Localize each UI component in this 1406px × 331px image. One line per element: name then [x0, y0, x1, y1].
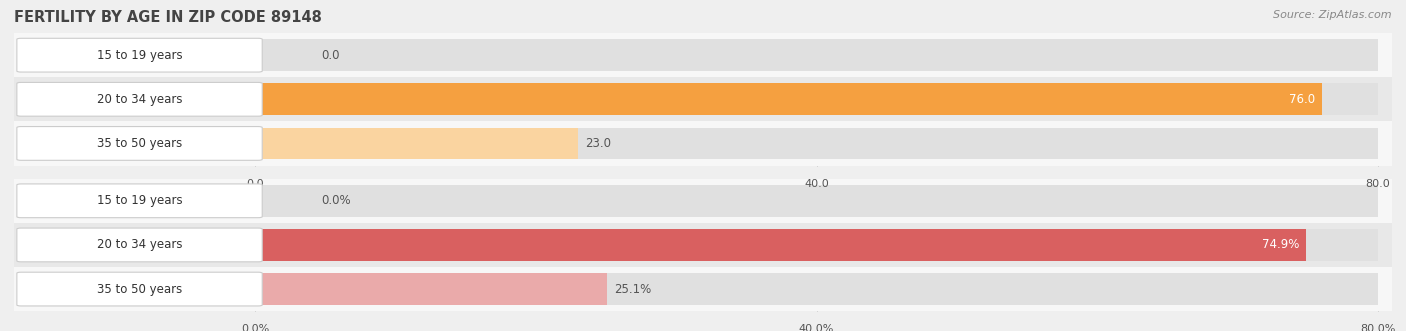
Text: 23.0: 23.0: [585, 137, 612, 150]
Text: 25.1%: 25.1%: [614, 283, 652, 296]
Text: 74.9%: 74.9%: [1263, 238, 1299, 252]
Text: 0.0: 0.0: [321, 49, 340, 62]
Text: 35 to 50 years: 35 to 50 years: [97, 283, 183, 296]
Text: 0.0%: 0.0%: [240, 324, 270, 331]
Text: 15 to 19 years: 15 to 19 years: [97, 49, 183, 62]
Text: 76.0: 76.0: [1288, 93, 1315, 106]
Text: 80.0%: 80.0%: [1360, 324, 1396, 331]
Text: Source: ZipAtlas.com: Source: ZipAtlas.com: [1274, 10, 1392, 20]
Text: 80.0: 80.0: [1365, 179, 1391, 189]
Text: 20 to 34 years: 20 to 34 years: [97, 238, 183, 252]
Text: FERTILITY BY AGE IN ZIP CODE 89148: FERTILITY BY AGE IN ZIP CODE 89148: [14, 10, 322, 25]
Text: 40.0%: 40.0%: [799, 324, 834, 331]
Text: 35 to 50 years: 35 to 50 years: [97, 137, 183, 150]
Text: 40.0: 40.0: [804, 179, 830, 189]
Text: 20 to 34 years: 20 to 34 years: [97, 93, 183, 106]
Text: 0.0: 0.0: [246, 179, 264, 189]
Text: 0.0%: 0.0%: [321, 194, 350, 207]
Text: 15 to 19 years: 15 to 19 years: [97, 194, 183, 207]
